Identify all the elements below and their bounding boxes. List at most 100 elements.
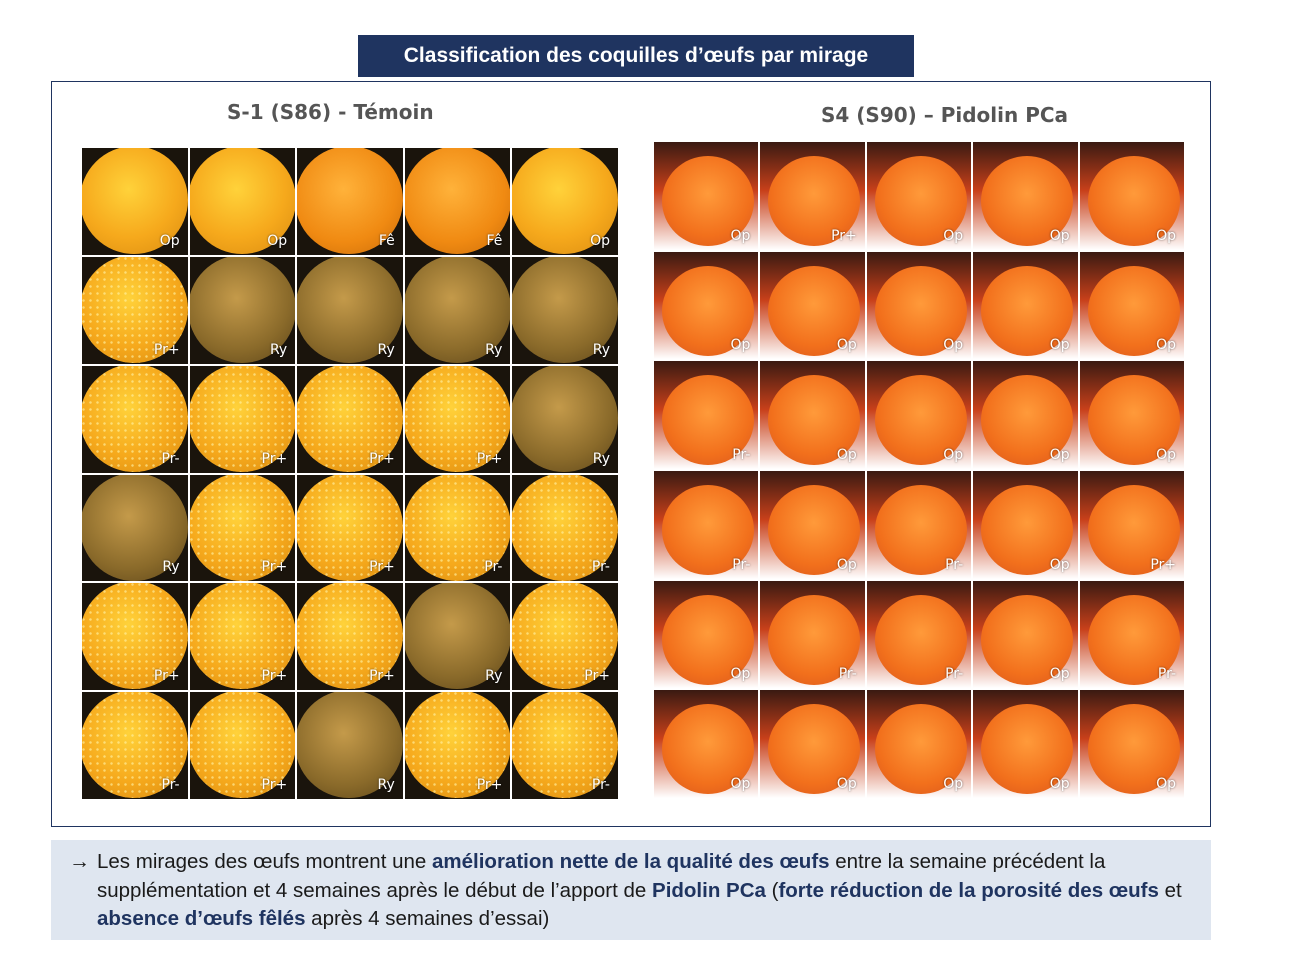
egg-image	[981, 484, 1074, 575]
egg-photo: Ry	[297, 256, 403, 364]
egg-image	[189, 256, 296, 363]
egg-class-label: Op	[1049, 446, 1070, 463]
egg-photo: Pr-	[654, 361, 759, 469]
egg-class-label: Op	[836, 556, 857, 573]
egg-class-label: Pr-	[591, 559, 610, 576]
egg-image	[1087, 594, 1180, 685]
egg-photo: Op	[512, 148, 618, 255]
egg-photo: Pr+	[404, 692, 511, 799]
egg-photo: Ry	[189, 256, 296, 364]
egg-class-label: Op	[836, 446, 857, 463]
egg-photo: Op	[866, 690, 972, 798]
egg-class-label: Pr-	[161, 450, 180, 467]
egg-photo: Pr+	[297, 583, 403, 691]
egg-class-label: Op	[1049, 337, 1070, 354]
egg-image	[404, 474, 511, 581]
egg-class-label: Op	[1156, 446, 1176, 463]
egg-class-label: Op	[159, 232, 180, 249]
egg-image	[1087, 375, 1180, 466]
egg-class-label: Ry	[485, 668, 503, 685]
egg-image	[981, 265, 1074, 356]
egg-class-label: Op	[730, 775, 751, 792]
egg-photo: Pr+	[189, 474, 296, 582]
egg-image	[1087, 704, 1180, 795]
egg-image	[297, 256, 403, 363]
egg-photo: Pr+	[297, 474, 403, 582]
egg-photo: Pr+	[82, 583, 188, 691]
egg-image	[297, 474, 403, 581]
egg-image	[981, 594, 1074, 685]
egg-class-label: Pr-	[838, 666, 857, 683]
egg-class-label: Ry	[377, 777, 395, 793]
egg-image	[662, 484, 754, 575]
egg-class-label: Fê	[378, 232, 395, 249]
egg-photo: Pr+	[189, 583, 296, 691]
egg-class-label: Op	[590, 232, 610, 249]
egg-image	[82, 148, 188, 254]
egg-photo: Pr+	[760, 142, 865, 250]
egg-class-label: Pr+	[153, 668, 180, 685]
egg-image	[874, 375, 967, 466]
egg-class-label: Pr+	[261, 559, 288, 576]
egg-photo: Pr-	[512, 692, 618, 799]
egg-class-label: Pr+	[369, 450, 395, 467]
egg-class-label: Pr-	[945, 666, 964, 683]
arrow-icon: →	[69, 850, 90, 873]
egg-image	[82, 692, 188, 799]
egg-photo: Fê	[297, 148, 403, 255]
egg-image	[189, 474, 296, 581]
panel-title-right: S4 (S90) – Pidolin PCa	[821, 103, 1069, 127]
egg-photo: Ry	[512, 256, 618, 364]
egg-photo: Pr+	[404, 365, 511, 473]
egg-image	[874, 265, 967, 356]
egg-image	[189, 583, 296, 690]
egg-photo: Op	[654, 580, 759, 689]
egg-image	[189, 692, 296, 799]
egg-class-label: Pr-	[945, 556, 964, 573]
egg-image	[662, 704, 754, 795]
egg-class-label: Pr+	[1150, 556, 1176, 573]
egg-photo: Op	[973, 690, 1078, 798]
egg-class-label: Op	[730, 666, 751, 683]
egg-class-label: Pr+	[261, 450, 288, 467]
egg-image	[512, 365, 618, 472]
egg-image	[82, 474, 188, 581]
conclusion-box: → Les mirages des œufs montrent une amél…	[51, 840, 1211, 940]
egg-photo: Op	[654, 142, 759, 250]
egg-photo: Op	[866, 361, 972, 469]
egg-class-label: Op	[1049, 775, 1070, 792]
panel-title-left: S-1 (S86) - Témoin	[227, 100, 434, 124]
slide-title: Classification des coquilles d’œufs par …	[358, 35, 914, 77]
egg-image	[297, 148, 403, 254]
egg-image	[82, 256, 188, 363]
egg-photo: Ry	[82, 474, 188, 582]
egg-image	[874, 594, 967, 685]
egg-image	[1087, 265, 1180, 356]
egg-photo: Ry	[512, 365, 618, 473]
egg-class-label: Op	[1049, 556, 1070, 573]
egg-class-label: Op	[1049, 227, 1070, 244]
egg-photo: Pr+	[82, 256, 188, 364]
egg-image	[768, 265, 861, 356]
egg-photo: Pr-	[866, 580, 972, 689]
egg-image	[297, 692, 403, 799]
egg-photo: Pr+	[297, 365, 403, 473]
egg-photo: Op	[189, 148, 296, 255]
conclusion-bold-2: Pidolin PCa	[652, 878, 766, 902]
egg-image	[512, 256, 618, 363]
egg-class-label: Pr+	[476, 777, 503, 793]
egg-class-label: Pr+	[261, 668, 288, 685]
egg-photo: Op	[1079, 142, 1184, 250]
egg-photo: Pr+	[189, 692, 296, 799]
conclusion-text-5: après 4 semaines d’essai)	[305, 907, 550, 930]
egg-photo: Op	[760, 470, 865, 579]
egg-image	[404, 583, 511, 690]
egg-class-label: Op	[1156, 337, 1176, 354]
egg-photo: Pr-	[866, 470, 972, 579]
egg-photo: Op	[1079, 251, 1184, 360]
egg-class-label: Pr-	[484, 559, 503, 576]
egg-image	[981, 375, 1074, 466]
egg-image	[404, 148, 511, 254]
egg-photo: Op	[760, 690, 865, 798]
egg-class-label: Op	[943, 337, 964, 354]
